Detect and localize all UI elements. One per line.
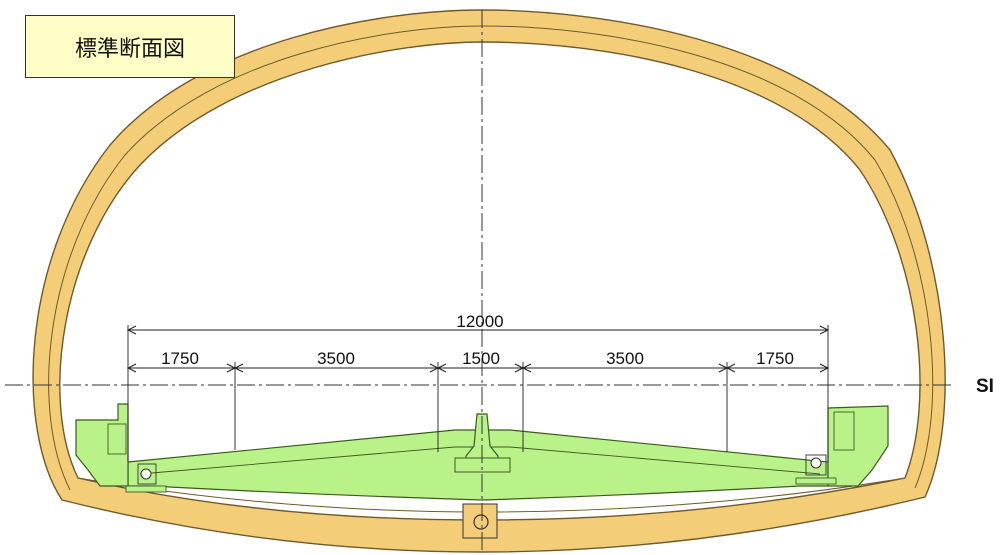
- diagram-title: 標準断面図: [25, 15, 235, 78]
- right-drain-box: [805, 454, 827, 476]
- dim-label-median: 1500: [462, 349, 500, 368]
- left-drain-box: [137, 463, 157, 485]
- right-drain-pipe: [810, 457, 822, 469]
- right-footing: [795, 477, 837, 485]
- left-sidewalk-inner: [107, 423, 127, 455]
- dim-label-left-lane: 3500: [317, 349, 355, 368]
- dim-label-total: 12000: [456, 312, 503, 331]
- dim-label-left-shoulder: 1750: [161, 349, 199, 368]
- right-sidewalk-inner: [833, 411, 855, 451]
- central-drain-box: [462, 503, 498, 539]
- left-footing: [125, 485, 167, 493]
- dimension-arrows: [126, 325, 830, 373]
- si-level-label: SI: [976, 376, 994, 397]
- dim-label-right-shoulder: 1750: [756, 349, 794, 368]
- left-drain-pipe: [140, 468, 152, 480]
- central-drain-pipe: [473, 514, 489, 530]
- dim-label-right-lane: 3500: [606, 349, 644, 368]
